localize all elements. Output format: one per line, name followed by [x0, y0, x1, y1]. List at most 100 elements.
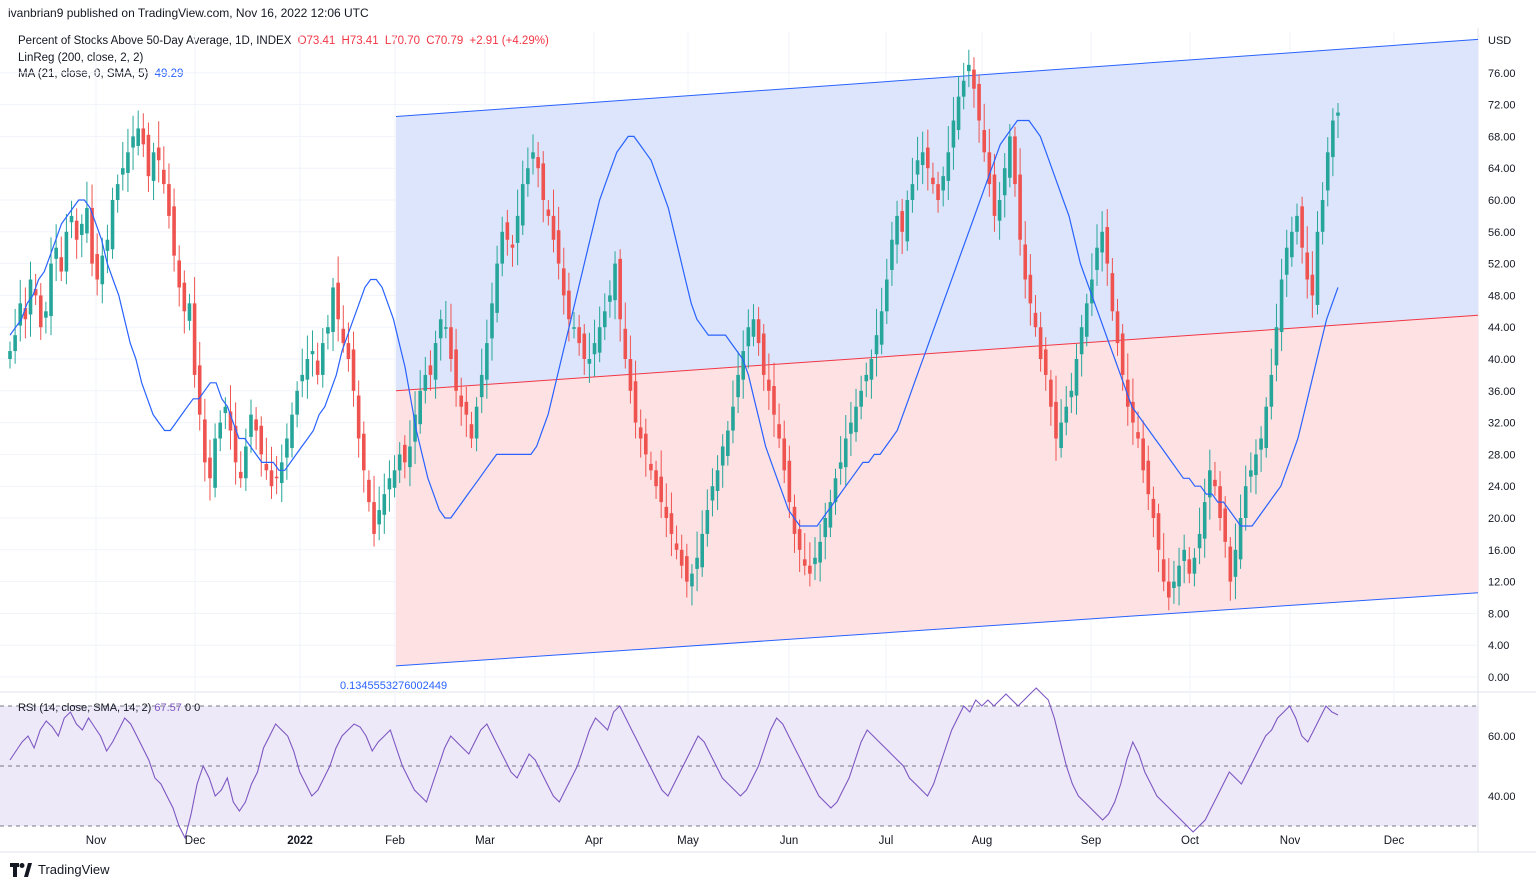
y-tick-label: 36.00 — [1488, 386, 1516, 398]
candle-body — [1100, 231, 1104, 253]
candle-body — [1090, 279, 1094, 304]
candle-body — [1264, 406, 1269, 449]
candle-body — [1110, 273, 1115, 312]
tradingview-logo-icon — [10, 862, 32, 877]
candle-body — [341, 328, 346, 344]
rsi-y-tick-label: 40.00 — [1488, 791, 1516, 803]
candle-body — [413, 414, 417, 442]
candle-body — [326, 327, 330, 334]
candle-body — [628, 359, 633, 391]
candle-body — [423, 374, 428, 391]
moving-average-line — [9, 119, 1339, 527]
candle-body — [141, 128, 146, 145]
legend-linreg-row[interactable]: LinReg (200, close, 2, 2) — [18, 50, 549, 67]
candle-body — [233, 425, 238, 463]
legend-title-row[interactable]: Percent of Stocks Above 50-Day Average, … — [18, 33, 549, 50]
candle-body — [854, 406, 858, 433]
candle-body — [792, 506, 797, 534]
candle-body — [1310, 274, 1315, 296]
candle-body — [254, 419, 258, 431]
y-tick-label: 32.00 — [1488, 418, 1516, 430]
candle-body — [556, 230, 561, 264]
candle-body — [1315, 231, 1320, 305]
candle-body — [977, 83, 981, 121]
candle-body — [587, 359, 592, 364]
candle-body — [244, 446, 248, 479]
candle-body — [469, 424, 474, 439]
candle-body — [1300, 206, 1304, 248]
candle-body — [690, 573, 694, 587]
x-tick-label: Jun — [780, 835, 799, 847]
candle-body — [726, 430, 730, 456]
rsi-legend[interactable]: RSI (14, close, SMA, 14, 2) 67.57 0 0 — [18, 702, 200, 714]
x-tick-label: May — [677, 835, 699, 847]
y-tick-label: 12.00 — [1488, 577, 1516, 589]
y-tick-label: 40.00 — [1488, 354, 1516, 366]
candle-body — [1074, 359, 1079, 396]
candle-body — [736, 374, 740, 398]
candle-body — [1228, 546, 1233, 582]
candle-body — [392, 470, 397, 488]
candle-body — [69, 215, 74, 223]
candle-body — [372, 502, 376, 534]
candle-body — [110, 200, 115, 250]
y-tick-label: 0.00 — [1488, 672, 1509, 684]
candle-body — [869, 359, 874, 380]
candle-body — [623, 328, 628, 359]
candle-body — [249, 414, 253, 437]
candle-body — [597, 327, 602, 353]
candle-body — [8, 351, 12, 359]
candle-body — [228, 411, 233, 431]
candle-body — [90, 207, 94, 264]
candle-body — [1156, 513, 1161, 550]
candle-body — [1120, 333, 1125, 375]
candle-body — [992, 174, 997, 216]
candle-body — [741, 351, 746, 380]
rsi-legend-value: 67.57 — [154, 702, 182, 714]
candle-body — [172, 206, 176, 256]
candle-body — [910, 184, 915, 200]
candle-body — [849, 422, 853, 434]
chart-legend: Percent of Stocks Above 50-Day Average, … — [18, 33, 549, 83]
candle-body — [813, 557, 817, 565]
x-tick-label: Oct — [1181, 835, 1200, 847]
candle-body — [485, 343, 489, 380]
candle-body — [208, 457, 212, 479]
candle-body — [44, 311, 48, 318]
legend-ma-value: 49.29 — [154, 68, 184, 80]
candle-body — [203, 419, 207, 463]
candle-body — [490, 303, 494, 339]
candle-body — [659, 476, 663, 503]
candle-body — [162, 169, 166, 185]
candle-body — [859, 390, 863, 407]
x-tick-label: Dec — [185, 835, 206, 847]
y-tick-label: 16.00 — [1488, 545, 1516, 557]
footer-brand[interactable]: TradingView — [10, 862, 110, 877]
candle-body — [1059, 422, 1063, 449]
candle-body — [777, 424, 781, 439]
candle-body — [618, 258, 622, 320]
candle-body — [746, 327, 751, 347]
y-tick-label: 76.00 — [1488, 68, 1516, 80]
candle-body — [967, 64, 971, 72]
candle-body — [279, 462, 284, 484]
linreg-lower-fill — [396, 315, 1478, 666]
candle-body — [592, 343, 597, 355]
candle-body — [85, 207, 89, 234]
candle-body — [290, 414, 294, 449]
y-tick-label: 52.00 — [1488, 259, 1516, 271]
candle-body — [664, 506, 669, 518]
currency-label: USD — [1488, 35, 1511, 47]
linreg-upper-line — [395, 38, 1479, 118]
candle-body — [541, 163, 546, 200]
legend-ma-row[interactable]: MA (21, close, 0, SMA, 5) 49.29 — [18, 66, 549, 83]
candle-body — [105, 239, 110, 251]
candle-body — [951, 120, 956, 148]
candle-body — [567, 290, 571, 320]
candle-body — [1105, 227, 1110, 264]
candle-body — [1054, 401, 1058, 439]
candle-body — [797, 529, 802, 550]
legend-close: C70.79 — [426, 35, 464, 47]
candle-body — [633, 381, 638, 423]
